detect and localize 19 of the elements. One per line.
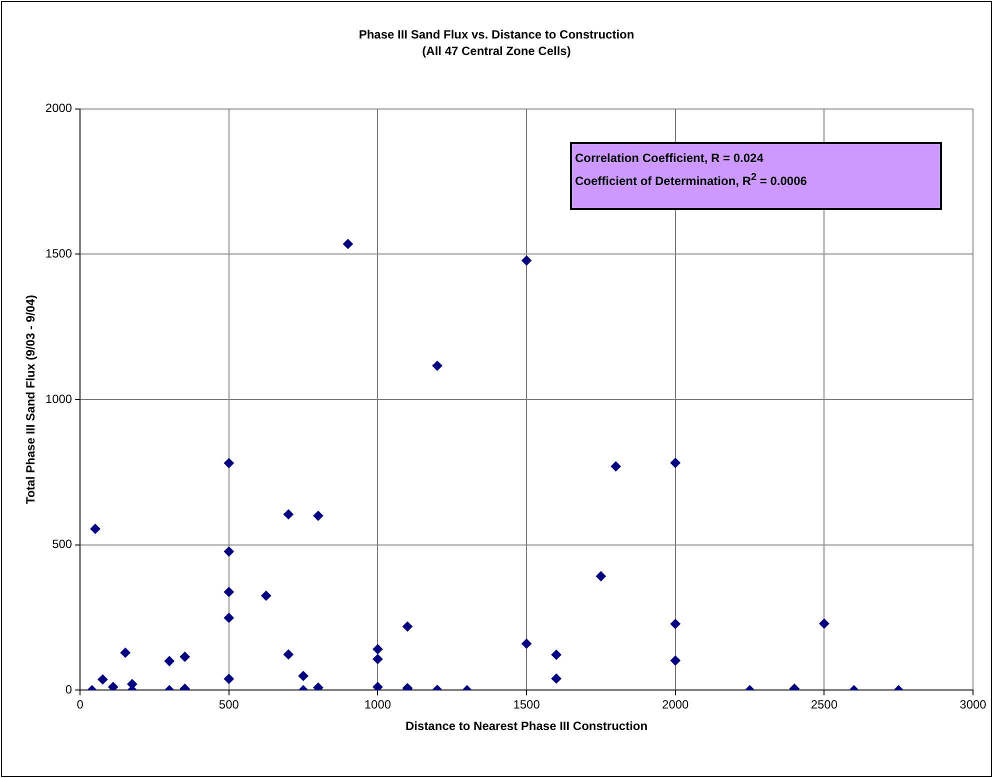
x-tick-label: 1000 [364, 698, 392, 712]
x-tick-label: 2500 [810, 698, 838, 712]
annotation: Coefficient of Determination, R$^{2}$ = 0.0006 [575, 171, 808, 190]
y-tick-label: 2000 [45, 101, 72, 116]
text-box: Correlation Coefficient, R = 0.024 Coefficient of Determination, R$^{2}$ = 0.0006 [570, 142, 942, 210]
y-tick-label: 1500 [45, 246, 72, 260]
y-tick-label: 1000 [45, 392, 72, 406]
y-tick-label: 500 [52, 537, 72, 552]
x-tick-label: 1500 [513, 698, 540, 712]
x-tick-label: 3000 [960, 698, 987, 712]
chart-title: Phase III Sand Flux vs. Distance to Construction [358, 28, 634, 42]
annotation: Correlation Coefficient, R = 0.024 [575, 150, 764, 167]
y-axis-title: Total Phase III Sand Flux (9/03 - 9/04) [24, 294, 38, 504]
x-tick-label: 500 [218, 698, 240, 712]
x-tick-label: 0 [76, 698, 84, 712]
chart-subtitle: (All 47 Central Zone Cells) [422, 44, 571, 58]
y-tick-label: 0 [65, 682, 72, 697]
x-axis-title: Distance to Nearest Phase III Construction [406, 719, 648, 734]
x-tick-label: 2000 [662, 698, 690, 712]
